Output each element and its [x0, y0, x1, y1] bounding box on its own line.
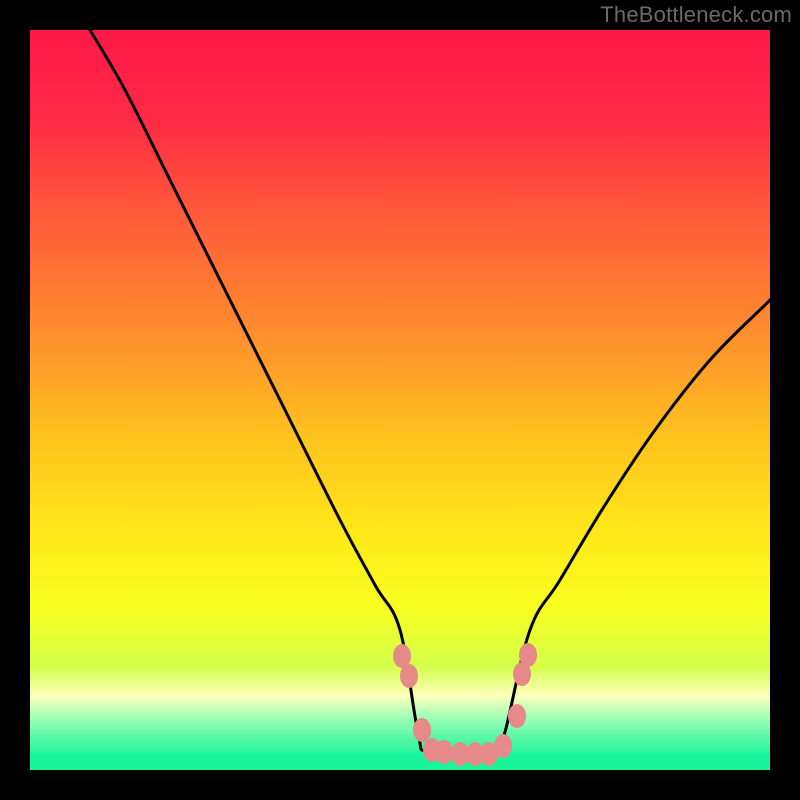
curve-marker — [508, 704, 526, 728]
curve-marker — [435, 740, 453, 764]
curve-marker — [519, 643, 537, 667]
watermark-text: TheBottleneck.com — [600, 2, 792, 28]
chart-plot-area — [30, 30, 770, 770]
curve-marker — [494, 734, 512, 758]
curve-marker — [413, 718, 431, 742]
curve-right-branch — [495, 299, 771, 752]
chart-curve-layer — [30, 30, 770, 770]
curve-left-branch — [90, 30, 495, 754]
curve-marker — [400, 664, 418, 688]
